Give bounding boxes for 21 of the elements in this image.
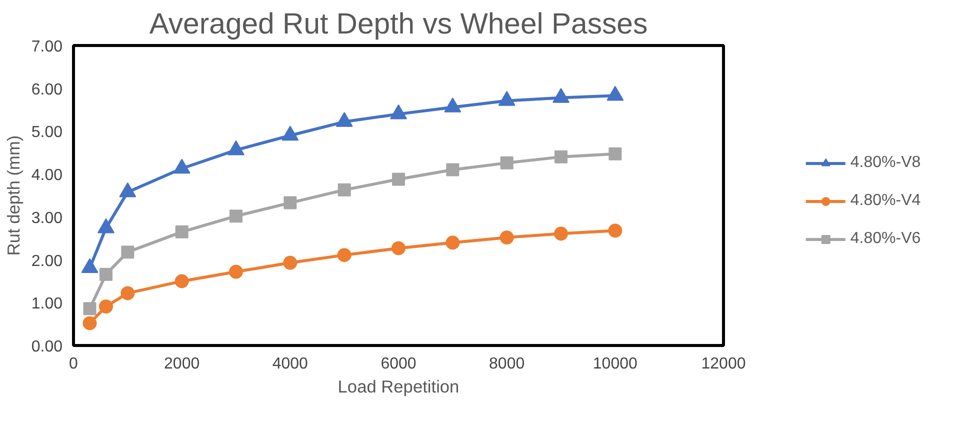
x-tick-label: 4000 — [272, 356, 308, 372]
y-tick-label: 1.00 — [31, 296, 63, 313]
legend-label: 4.80%-V4 — [850, 192, 921, 210]
x-tick-label: 12000 — [701, 356, 746, 372]
y-tick-label: 2.00 — [31, 252, 63, 270]
x-tick-label: 10000 — [592, 356, 638, 372]
x-axis-title: Load Repetition — [338, 376, 460, 396]
y-tick-label: 3.00 — [31, 210, 63, 227]
x-tick-label: 2000 — [164, 356, 200, 372]
x-tick-label: 6000 — [380, 356, 416, 372]
y-tick-label: 4.00 — [31, 167, 63, 184]
x-tick-label: 8000 — [489, 356, 525, 372]
legend-label: 4.80%-V8 — [850, 154, 921, 172]
y-tick-label: 5.00 — [31, 124, 63, 142]
y-axis-title: Rut depth (mm) — [3, 135, 24, 256]
legend-label: 4.80%-V6 — [850, 230, 921, 248]
y-tick-label: 7.00 — [31, 38, 63, 56]
chart-title: Averaged Rut Depth vs Wheel Passes — [149, 8, 648, 40]
x-tick-label: 0 — [69, 356, 78, 372]
y-tick-label: 0.00 — [31, 338, 63, 356]
y-tick-label: 6.00 — [31, 81, 63, 98]
